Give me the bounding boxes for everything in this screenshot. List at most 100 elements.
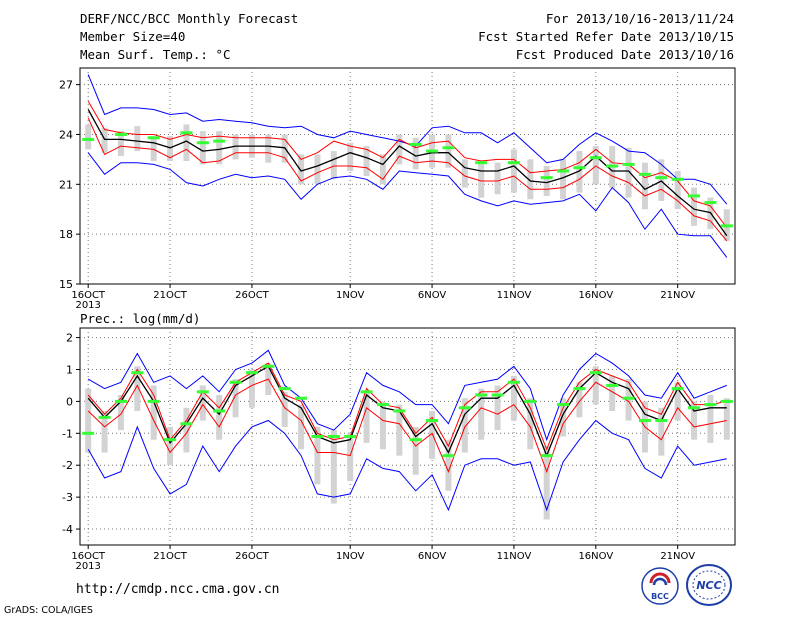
prec-observation: [671, 387, 684, 391]
prec-box: [330, 430, 337, 504]
prec-box: [396, 404, 403, 456]
prec-box: [674, 382, 681, 421]
temp-box: [494, 162, 501, 195]
temp-box: [134, 126, 141, 152]
prec-observation: [131, 371, 144, 375]
temp-observation: [638, 172, 651, 176]
prec-mean-line: [87, 365, 727, 458]
prec-ytick-label: -3: [62, 491, 73, 504]
temp-box: [641, 162, 648, 210]
prec-observation: [442, 454, 455, 458]
temp-upper-line: [87, 100, 728, 228]
temp-observation: [475, 161, 488, 165]
prec-observation: [164, 438, 177, 442]
temp-xtick-label: 1NOV: [336, 290, 365, 301]
prec-min-line: [87, 419, 727, 512]
prec-xtick-year: 2013: [75, 561, 100, 572]
prec-xtick-label: 1NOV: [336, 551, 365, 562]
prec-observation: [360, 390, 373, 394]
temp-ytick-label: 24: [59, 128, 73, 141]
temp-mean-line: [87, 109, 728, 237]
prec-box: [560, 398, 567, 437]
temp-box: [560, 159, 567, 200]
prec-observation: [245, 371, 258, 375]
prec-observation: [229, 380, 242, 384]
temp-box: [412, 137, 419, 170]
temp-observation: [655, 176, 668, 180]
prec-observation: [704, 403, 717, 407]
temp-box: [167, 136, 174, 162]
prec-observation: [376, 403, 389, 407]
prec-box: [478, 388, 485, 440]
prec-observation: [82, 431, 95, 435]
temp-box: [625, 147, 632, 198]
temp-box: [347, 142, 354, 172]
forecast-period: For 2013/10/16-2013/11/24: [545, 11, 734, 26]
prec-observation: [98, 415, 111, 419]
temp-box: [445, 134, 452, 168]
prec-box: [281, 391, 288, 427]
prec-observation: [311, 435, 324, 438]
prec-box: [609, 375, 616, 411]
prec-box: [658, 407, 665, 456]
prec-observation: [606, 383, 619, 387]
temp-observation: [720, 224, 733, 228]
temp-box: [592, 146, 599, 185]
ncc-logo: NCC: [686, 564, 732, 606]
prec-observation: [262, 364, 275, 368]
prec-observation: [475, 393, 488, 397]
prec-lower-line: [87, 378, 727, 474]
prec-observation: [327, 435, 340, 438]
prec-observation: [393, 409, 406, 413]
prec-box: [85, 388, 92, 453]
prec-xtick-label: 21OCT: [153, 551, 188, 562]
temp-box: [298, 154, 305, 185]
prec-observation: [295, 396, 308, 400]
member-size-label: Member Size=40: [80, 29, 186, 44]
prec-observation: [573, 387, 586, 391]
prec-observation: [589, 371, 602, 375]
prec-ytick-label: -2: [62, 459, 73, 472]
prec-ytick-label: 1: [66, 363, 73, 376]
prec-observation: [491, 393, 504, 397]
prec-box: [527, 398, 534, 450]
ncc-logo-text: NCC: [696, 579, 721, 592]
prec-box: [691, 401, 698, 440]
prec-box: [592, 366, 599, 405]
source-url: http://cmdp.ncc.cma.gov.cn: [76, 582, 280, 597]
prec-observation: [524, 399, 537, 403]
temp-box: [576, 151, 583, 193]
prec-box: [232, 379, 239, 418]
temp-box: [543, 166, 550, 196]
prec-box: [429, 410, 436, 459]
prec-box: [150, 385, 157, 440]
temp-box: [363, 146, 370, 176]
prec-observation: [213, 409, 226, 413]
grads-credit: GrADS: COLA/IGES: [4, 605, 93, 616]
prec-ytick-label: -1: [62, 427, 73, 440]
temp-ytick-label: 21: [59, 178, 73, 191]
temp-box: [85, 124, 92, 150]
temp-box: [330, 151, 337, 180]
temp-observation: [704, 201, 717, 205]
prec-ytick-label: 0: [66, 395, 73, 408]
temp-box: [117, 131, 124, 157]
prec-box: [248, 369, 255, 408]
temp-lower-line: [87, 117, 728, 242]
temp-observation: [409, 142, 422, 146]
temp-observation: [589, 156, 602, 160]
forecast-produced-date: Fcst Produced Date 2013/10/16: [515, 47, 734, 62]
prec-observation: [147, 399, 160, 403]
prec-max-line: [87, 349, 727, 442]
temp-observation: [622, 162, 635, 166]
prec-xtick-label: 6NOV: [418, 551, 447, 562]
temp-observation: [426, 149, 439, 153]
chart-title: DERF/NCC/BCC Monthly Forecast: [80, 11, 299, 26]
prec-observation: [720, 399, 733, 403]
temp-box: [658, 159, 665, 201]
prec-observation: [180, 422, 193, 426]
temp-box: [216, 131, 223, 165]
temp-box: [183, 124, 190, 162]
prec-upper-line: [87, 362, 727, 451]
temp-observation: [196, 141, 209, 145]
